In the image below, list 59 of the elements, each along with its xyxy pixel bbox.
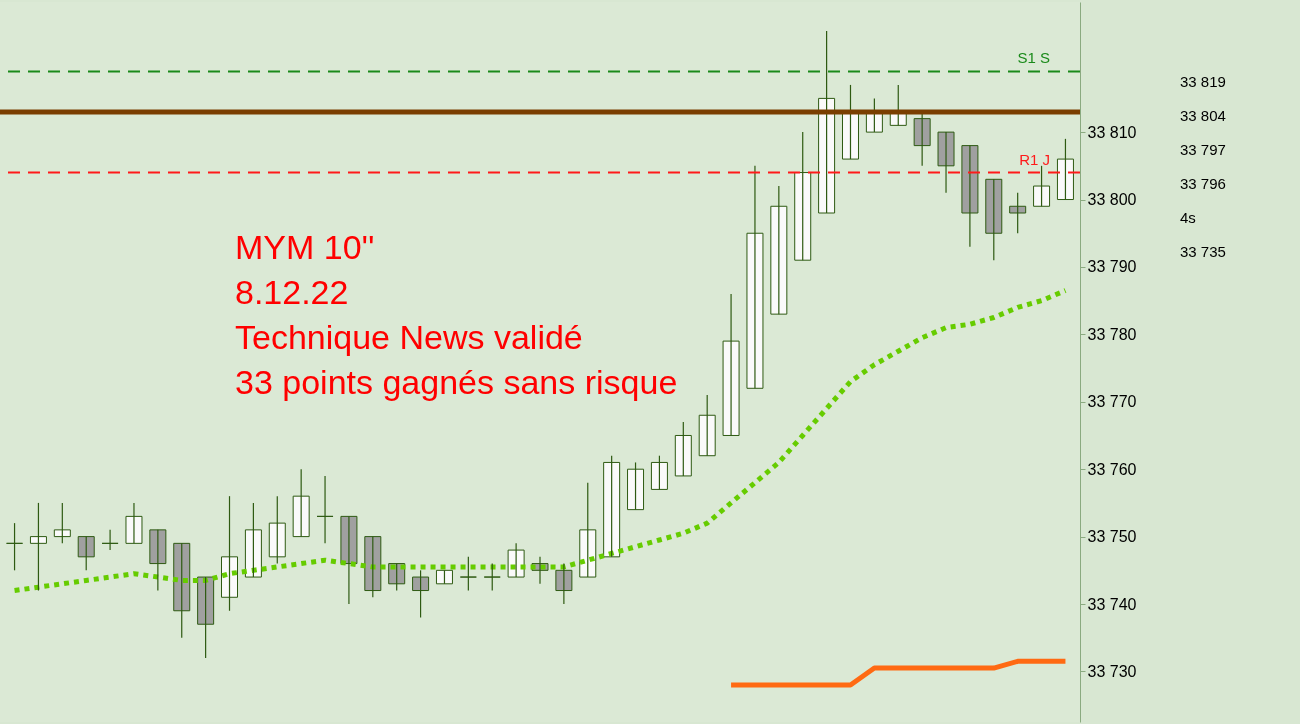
text: 33 735 bbox=[1180, 243, 1226, 260]
candlestick bbox=[483, 562, 501, 592]
candlestick bbox=[316, 475, 334, 544]
y-tick-label: 33 730 bbox=[1087, 662, 1137, 680]
candlestick bbox=[579, 482, 597, 578]
candlestick bbox=[6, 522, 24, 571]
annotation: 8.12.22 bbox=[235, 273, 349, 311]
candlestick bbox=[197, 576, 215, 659]
text: 4s bbox=[1180, 209, 1196, 226]
y-tick-label: 33 800 bbox=[1087, 191, 1137, 209]
candlestick bbox=[841, 84, 859, 160]
candlestick bbox=[364, 536, 382, 598]
y-tick-label: 33 770 bbox=[1087, 393, 1137, 411]
candlestick bbox=[101, 529, 119, 551]
candlestick bbox=[459, 556, 477, 592]
candlestick bbox=[961, 145, 979, 248]
y-tick-label: 33 790 bbox=[1087, 258, 1137, 276]
ref-line-label: S1 S bbox=[1017, 49, 1050, 67]
candlestick bbox=[149, 529, 167, 592]
text: 33 797 bbox=[1180, 141, 1226, 158]
candlestick bbox=[627, 461, 645, 511]
y-tick-label: 33 740 bbox=[1087, 595, 1137, 613]
candlestick bbox=[53, 502, 71, 544]
annotation: MYM 10'' bbox=[235, 228, 375, 266]
candlestick bbox=[674, 421, 692, 477]
candlestick bbox=[340, 515, 358, 605]
candlestick bbox=[650, 455, 668, 491]
candlestick bbox=[818, 30, 836, 214]
candlestick bbox=[1009, 192, 1027, 234]
candlestick bbox=[77, 536, 95, 571]
candlestick bbox=[507, 542, 525, 578]
y-tick-label: 33 760 bbox=[1087, 460, 1137, 478]
y-tick-label: 33 780 bbox=[1087, 325, 1137, 343]
candlestick bbox=[746, 165, 764, 389]
candlestick bbox=[794, 131, 812, 261]
candlestick bbox=[244, 502, 262, 578]
text: 33 796 bbox=[1180, 175, 1226, 192]
annotation: Technique News validé bbox=[235, 318, 583, 356]
candlestick bbox=[268, 495, 286, 565]
candlestick bbox=[937, 131, 955, 194]
candlestick bbox=[1033, 165, 1051, 207]
candlestick bbox=[698, 394, 716, 457]
y-tick-label: 33 750 bbox=[1087, 528, 1137, 546]
candlestick bbox=[770, 185, 788, 315]
candlestick bbox=[555, 562, 573, 605]
candlestick bbox=[412, 569, 430, 619]
candlestick bbox=[603, 455, 621, 558]
candlestick bbox=[125, 502, 143, 544]
ref-line-label: R1 J bbox=[1019, 150, 1050, 168]
text: 33 819 bbox=[1180, 73, 1226, 90]
candlestick bbox=[292, 468, 310, 538]
annotation: 33 points gagnés sans risque bbox=[235, 363, 678, 401]
text: 33 804 bbox=[1180, 107, 1226, 124]
y-tick-label: 33 810 bbox=[1087, 123, 1137, 141]
candlestick bbox=[913, 111, 931, 167]
candlestick bbox=[985, 178, 1003, 261]
candlestick bbox=[1056, 138, 1074, 201]
candlestick bbox=[722, 293, 740, 437]
candlestick bbox=[29, 502, 47, 592]
